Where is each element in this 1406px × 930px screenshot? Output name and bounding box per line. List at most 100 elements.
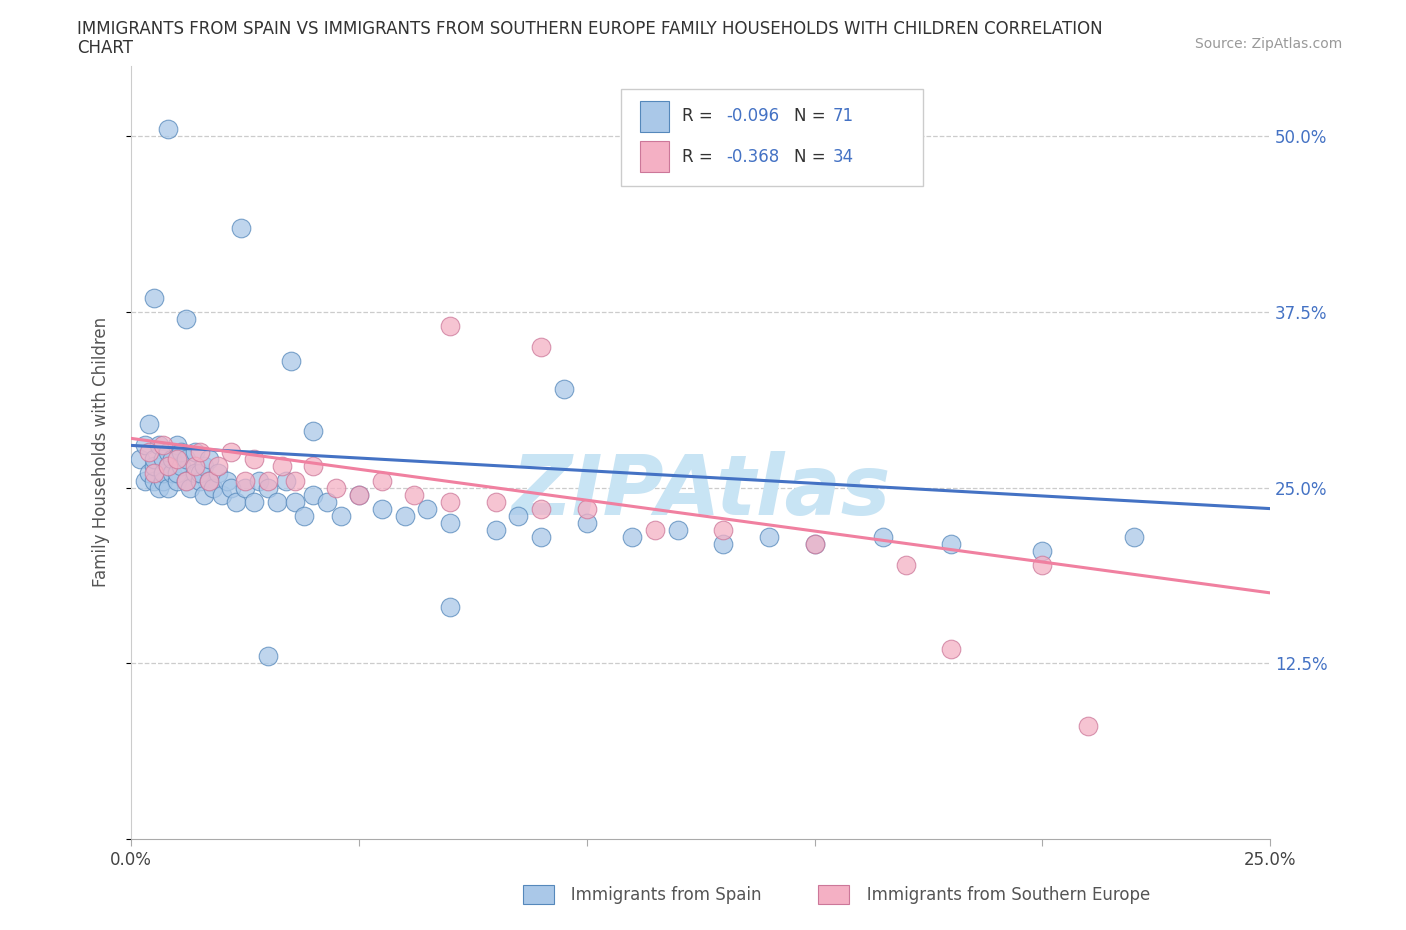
Point [166, 452, 188, 467]
Point [142, 452, 165, 467]
Point [894, 557, 917, 572]
Point [347, 487, 370, 502]
Text: N =: N = [794, 107, 831, 126]
Point [221, 445, 243, 459]
Text: R =: R = [682, 107, 718, 126]
Text: -0.096: -0.096 [725, 107, 779, 126]
Point [184, 459, 207, 474]
Point [174, 312, 197, 326]
Point [148, 480, 170, 495]
Point [439, 494, 461, 509]
Point [152, 438, 174, 453]
Point [416, 501, 439, 516]
Point [872, 529, 894, 544]
Point [174, 473, 197, 488]
Point [207, 459, 229, 474]
Text: ZIPAtlas: ZIPAtlas [510, 450, 890, 532]
Point [142, 290, 165, 305]
Point [325, 480, 347, 495]
Point [138, 417, 160, 432]
Point [156, 459, 179, 474]
Point [129, 452, 152, 467]
Text: N =: N = [794, 148, 831, 166]
Point [316, 494, 339, 509]
Point [174, 452, 197, 467]
Point [152, 452, 174, 467]
Text: -0.368: -0.368 [725, 148, 779, 166]
Point [530, 529, 553, 544]
Text: Immigrants from Southern Europe: Immigrants from Southern Europe [830, 886, 1150, 904]
Text: CHART: CHART [77, 39, 134, 57]
Point [152, 473, 174, 488]
Point [197, 473, 219, 488]
Point [160, 466, 183, 481]
Point [302, 487, 325, 502]
Point [197, 452, 219, 467]
Point [485, 494, 508, 509]
Point [215, 473, 238, 488]
Point [179, 480, 201, 495]
Point [221, 480, 243, 495]
Point [152, 466, 174, 481]
Point [302, 459, 325, 474]
Point [530, 339, 553, 354]
Point [485, 523, 508, 538]
Point [575, 515, 598, 530]
Point [274, 473, 297, 488]
Point [193, 459, 215, 474]
Point [402, 487, 425, 502]
Point [142, 473, 165, 488]
Point [347, 487, 370, 502]
Point [170, 445, 193, 459]
Point [394, 508, 416, 523]
Point [211, 487, 233, 502]
Point [508, 508, 530, 523]
Point [233, 480, 256, 495]
Point [156, 480, 179, 495]
Point [184, 466, 207, 481]
Point [758, 529, 780, 544]
Point [243, 452, 266, 467]
Point [247, 473, 270, 488]
Point [1031, 557, 1053, 572]
Point [439, 319, 461, 334]
Point [166, 473, 188, 488]
Point [233, 473, 256, 488]
Point [134, 438, 156, 453]
Point [188, 473, 211, 488]
Point [803, 537, 825, 551]
Point [284, 494, 307, 509]
Y-axis label: Family Households with Children: Family Households with Children [93, 317, 110, 588]
FancyBboxPatch shape [621, 89, 922, 186]
Text: 34: 34 [832, 148, 853, 166]
Point [284, 473, 307, 488]
Point [941, 642, 963, 657]
Point [530, 501, 553, 516]
Point [188, 445, 211, 459]
Point [329, 508, 352, 523]
Point [193, 487, 215, 502]
Text: R =: R = [682, 148, 718, 166]
Point [166, 466, 188, 481]
Text: Source: ZipAtlas.com: Source: ZipAtlas.com [1195, 37, 1343, 51]
Point [1077, 719, 1099, 734]
Point [575, 501, 598, 516]
Point [257, 648, 280, 663]
Point [292, 508, 315, 523]
Point [941, 537, 963, 551]
Point [184, 445, 207, 459]
Point [197, 473, 219, 488]
Point [142, 466, 165, 481]
Point [142, 459, 165, 474]
FancyBboxPatch shape [640, 101, 669, 132]
Point [156, 459, 179, 474]
Point [243, 494, 266, 509]
Text: Immigrants from Spain: Immigrants from Spain [534, 886, 762, 904]
Point [166, 438, 188, 453]
Point [134, 473, 156, 488]
Point [1031, 543, 1053, 558]
Point [302, 424, 325, 439]
Point [439, 600, 461, 615]
Point [371, 501, 394, 516]
Point [156, 445, 179, 459]
